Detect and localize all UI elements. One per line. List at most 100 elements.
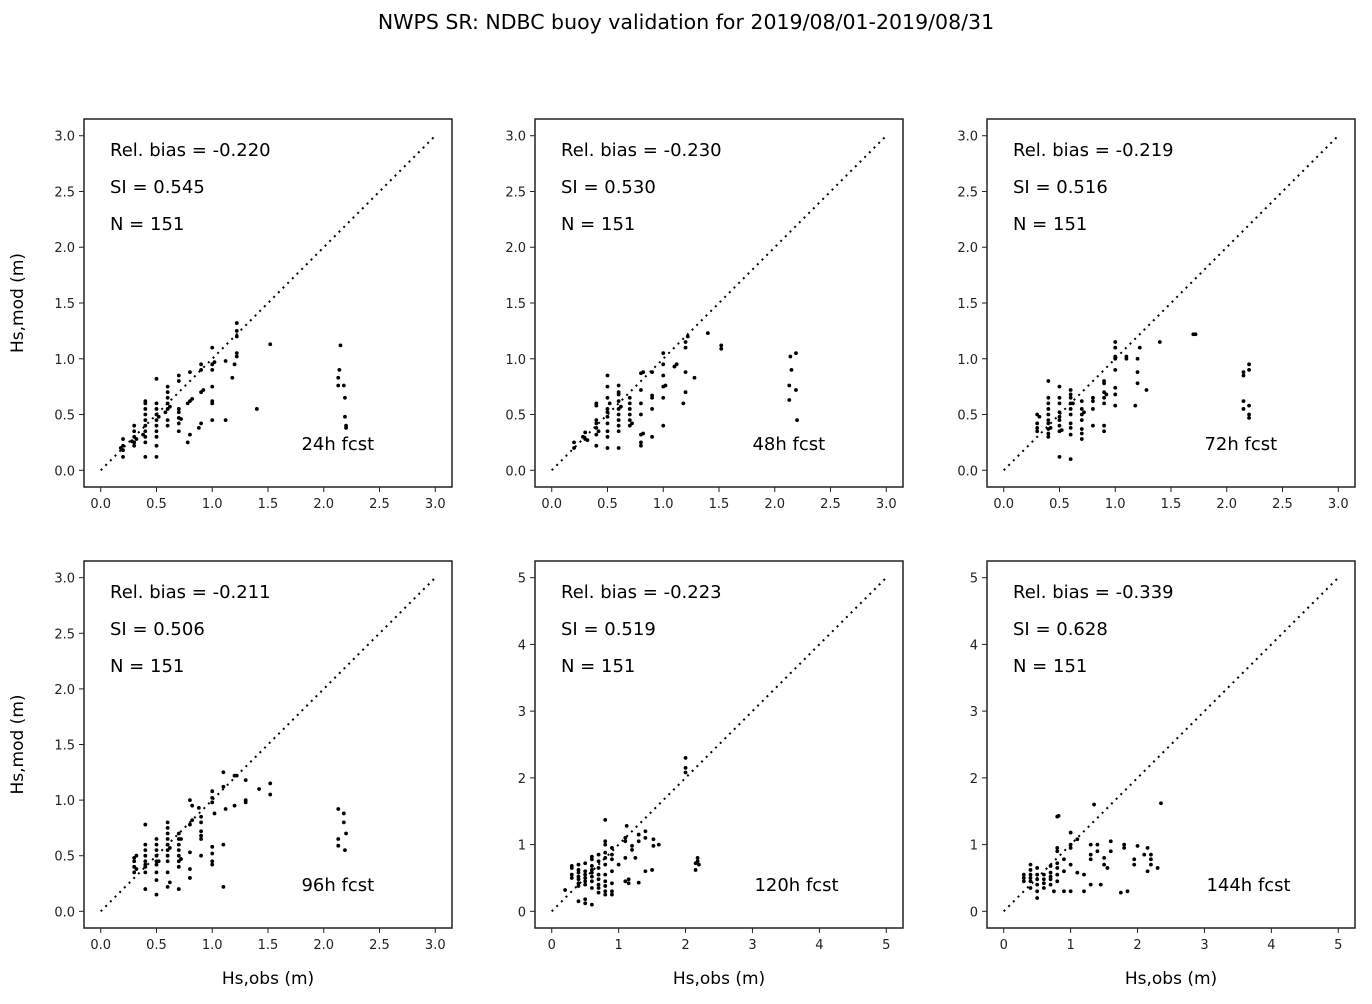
data-point — [1145, 869, 1150, 874]
data-point — [234, 354, 239, 359]
data-point — [199, 362, 203, 367]
data-point — [624, 824, 629, 828]
data-point — [627, 395, 632, 400]
y-tick-label: 2.0 — [957, 241, 978, 256]
data-point — [692, 375, 697, 380]
data-point — [199, 421, 203, 426]
data-point — [1247, 368, 1251, 372]
data-point — [134, 867, 139, 871]
data-point — [594, 403, 599, 408]
stat-text: N = 151 — [561, 214, 635, 235]
data-point — [589, 857, 594, 862]
data-point — [719, 346, 724, 351]
data-point — [639, 388, 643, 392]
data-point — [643, 829, 648, 834]
data-point — [199, 829, 203, 834]
forecast-label: 144h fcst — [1206, 875, 1290, 896]
data-point — [1091, 399, 1095, 404]
data-point — [341, 383, 346, 388]
data-point — [1079, 431, 1084, 436]
data-point — [1048, 864, 1053, 868]
y-tick-label: 1.0 — [505, 353, 526, 368]
data-point — [243, 798, 248, 803]
data-point — [179, 837, 183, 841]
data-point — [1035, 882, 1040, 887]
data-point — [685, 334, 690, 339]
data-point — [1132, 862, 1137, 867]
data-point — [121, 437, 125, 441]
data-point — [1113, 345, 1118, 350]
data-point — [794, 351, 798, 356]
data-point — [1028, 876, 1033, 880]
data-point — [1144, 388, 1149, 392]
data-point — [605, 410, 610, 415]
data-point — [210, 844, 215, 849]
data-point — [661, 351, 666, 356]
y-tick-label: 1.0 — [54, 794, 75, 809]
data-point — [176, 379, 181, 383]
data-point — [583, 869, 588, 874]
data-point — [143, 418, 148, 422]
data-point — [1113, 403, 1118, 408]
data-point — [650, 393, 654, 398]
data-point — [154, 454, 159, 459]
panel-4: 0.0 0.5 1.0 1.5 2.0 2.5 3.0 0.0 0.5 1.0 1.5 2.0 2.5 3… — [8, 560, 453, 989]
data-point — [132, 443, 137, 448]
data-point — [176, 831, 181, 836]
stat-text: SI = 0.516 — [1013, 177, 1108, 198]
data-point — [134, 853, 139, 858]
data-point — [165, 853, 170, 858]
data-point — [154, 878, 159, 883]
data-point — [143, 887, 148, 891]
data-point — [336, 375, 341, 380]
data-point — [1046, 418, 1051, 422]
y-tick-label: 0.0 — [957, 464, 978, 479]
data-point — [336, 843, 341, 848]
data-point — [639, 443, 643, 448]
data-point — [132, 859, 137, 864]
data-point — [1035, 896, 1040, 900]
data-point — [167, 404, 172, 409]
data-point — [199, 820, 203, 825]
data-point — [627, 407, 632, 411]
data-point — [605, 421, 610, 426]
data-point — [1037, 414, 1042, 419]
data-point — [610, 889, 614, 894]
data-point — [165, 395, 170, 400]
data-point — [583, 872, 588, 877]
y-tick-label: 1 — [518, 839, 526, 854]
x-tick-label: 3.0 — [425, 497, 446, 512]
x-tick-label: 1 — [1066, 938, 1074, 953]
x-tick-label: 0.5 — [1049, 497, 1070, 512]
data-point — [663, 383, 668, 388]
data-point — [1132, 857, 1137, 862]
data-point — [188, 867, 192, 871]
data-point — [199, 833, 203, 838]
data-point — [603, 842, 608, 847]
data-point — [1055, 846, 1060, 850]
x-tick-label: 2.5 — [369, 497, 390, 512]
data-point — [1082, 410, 1086, 415]
stat-text: Rel. bias = -0.220 — [110, 140, 271, 161]
data-point — [201, 388, 206, 392]
data-point — [196, 425, 201, 430]
y-tick-label: 0.5 — [54, 409, 75, 424]
data-point — [1068, 421, 1073, 426]
data-point — [643, 869, 648, 874]
data-point — [1122, 846, 1127, 850]
data-point — [583, 879, 588, 884]
data-point — [1137, 345, 1142, 350]
data-point — [1057, 384, 1062, 389]
data-point — [1142, 852, 1147, 857]
data-point — [254, 407, 259, 411]
data-point — [576, 868, 581, 872]
data-point — [605, 384, 610, 389]
data-point — [176, 864, 181, 869]
data-point — [199, 814, 203, 819]
data-point — [154, 862, 159, 867]
data-point — [1135, 381, 1140, 386]
data-point — [1021, 876, 1026, 880]
x-tick-label: 2.5 — [1272, 497, 1293, 512]
stat-text: N = 151 — [110, 656, 184, 677]
data-point — [650, 370, 654, 375]
